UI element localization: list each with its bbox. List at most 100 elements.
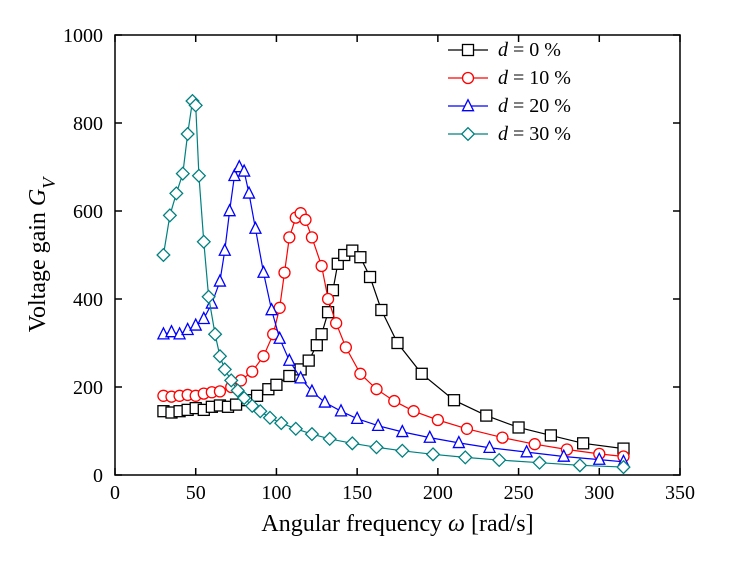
diamond-marker [427, 448, 440, 461]
diamond-marker [306, 428, 319, 441]
triangle-marker [224, 205, 235, 216]
diamond-marker [370, 441, 383, 454]
circle-marker [432, 415, 443, 426]
chart-container: 0 50 100 150 200 250 300 350 0 200 400 600 800 1000 An… [0, 0, 743, 561]
circle-marker [355, 368, 366, 379]
legend: d = 0 % d = 10 % d = 20 % d = 30 % [448, 39, 571, 145]
triangle-marker [336, 405, 347, 416]
diamond-marker [164, 209, 177, 222]
square-marker [316, 329, 327, 340]
triangle-marker [198, 312, 209, 323]
diamond-marker [197, 235, 210, 248]
triangle-marker [243, 187, 254, 198]
series-d0 [158, 245, 629, 454]
triangle-marker [463, 100, 474, 111]
square-marker [303, 355, 314, 366]
legend-label: d = 0 % [498, 39, 561, 61]
circle-marker [279, 267, 290, 278]
circle-marker [284, 232, 295, 243]
square-marker [545, 430, 556, 441]
series-line [163, 251, 623, 449]
diamond-marker [170, 187, 183, 200]
legend-label: d = 10 % [498, 67, 571, 89]
circle-marker [331, 318, 342, 329]
square-marker [449, 395, 460, 406]
triangle-marker [250, 222, 261, 233]
diamond-marker [617, 461, 630, 474]
legend-label: d = 30 % [498, 123, 571, 145]
x-tick-label: 0 [110, 482, 120, 504]
circle-marker [340, 342, 351, 353]
triangle-marker [352, 412, 363, 423]
diamond-marker [209, 328, 222, 341]
y-axis-title: Voltage gain GV [25, 176, 59, 333]
diamond-marker [533, 456, 546, 469]
square-marker [252, 390, 263, 401]
x-tick-label: 300 [584, 482, 614, 504]
series-d20 [158, 161, 629, 467]
diamond-marker [574, 459, 587, 472]
diamond-marker [493, 454, 506, 467]
diamond-marker [289, 422, 302, 435]
diamond-marker [323, 433, 336, 446]
diamond-marker [218, 363, 231, 376]
circle-marker [258, 351, 269, 362]
diamond-marker [214, 350, 227, 363]
diamond-marker [181, 128, 194, 141]
chart-svg: 0 50 100 150 200 250 300 350 0 200 400 600 800 1000 An… [0, 0, 743, 561]
diamond-marker [396, 444, 409, 457]
diamond-marker [157, 249, 170, 262]
y-tick-label: 1000 [63, 25, 103, 47]
square-marker [513, 422, 524, 433]
square-marker [481, 410, 492, 421]
circle-marker [306, 232, 317, 243]
diamond-marker [275, 417, 288, 430]
diamond-marker [459, 451, 472, 464]
circle-marker [497, 432, 508, 443]
circle-marker [529, 439, 540, 450]
y-tick-label: 400 [73, 289, 103, 311]
circle-marker [461, 423, 472, 434]
square-marker [365, 272, 376, 283]
x-tick-label: 350 [665, 482, 695, 504]
triangle-marker [284, 354, 295, 365]
x-axis-title: Angular frequency ω [rad/s] [261, 511, 533, 537]
triangle-marker [219, 244, 230, 255]
x-tick-label: 150 [342, 482, 372, 504]
square-marker [376, 305, 387, 316]
square-marker [463, 45, 474, 56]
circle-marker [463, 73, 474, 84]
circle-marker [371, 384, 382, 395]
square-marker [578, 438, 589, 449]
triangle-marker [319, 396, 330, 407]
diamond-marker [264, 411, 277, 424]
diamond-marker [193, 169, 206, 182]
square-marker [392, 338, 403, 349]
triangle-marker [214, 275, 225, 286]
circle-marker [408, 406, 419, 417]
triangle-marker [258, 266, 269, 277]
square-marker [416, 368, 427, 379]
square-marker [311, 340, 322, 351]
x-tick-label: 100 [261, 482, 291, 504]
x-tick-label: 50 [186, 482, 206, 504]
x-tick-label: 200 [423, 482, 453, 504]
circle-marker [389, 396, 400, 407]
circle-marker [214, 386, 225, 397]
diamond-marker [176, 167, 189, 180]
square-marker [355, 252, 366, 263]
square-marker [284, 371, 295, 382]
y-tick-label: 0 [93, 465, 103, 487]
circle-marker [316, 261, 327, 272]
y-tick-label: 800 [73, 113, 103, 135]
y-tick-label: 200 [73, 377, 103, 399]
square-marker [271, 379, 282, 390]
x-tick-label: 250 [504, 482, 534, 504]
legend-label: d = 20 % [498, 95, 571, 117]
diamond-marker [346, 437, 359, 450]
circle-marker [323, 294, 334, 305]
diamond-marker [462, 128, 475, 141]
circle-marker [247, 366, 258, 377]
y-tick-label: 600 [73, 201, 103, 223]
series-d30 [157, 95, 630, 474]
